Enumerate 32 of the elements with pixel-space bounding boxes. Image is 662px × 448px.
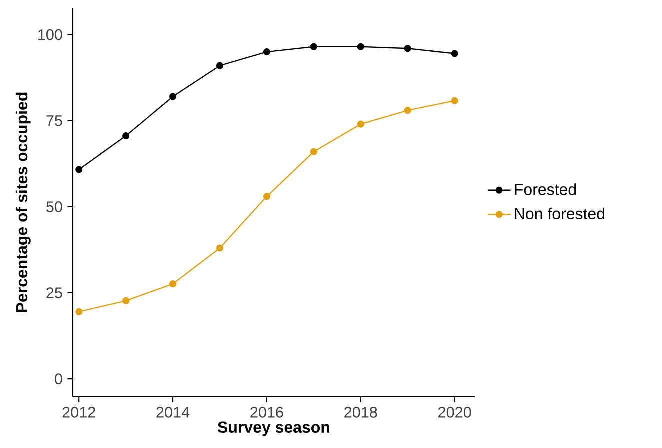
point (357, 43, 364, 50)
x-tick-label: 2018 (344, 407, 378, 418)
point (451, 50, 458, 58)
y-tick-label: 75 (46, 116, 62, 126)
point (404, 45, 412, 52)
point (310, 43, 318, 50)
x-tick-label: 2016 (250, 407, 284, 418)
point (122, 297, 130, 304)
point (170, 93, 177, 100)
point (451, 97, 458, 104)
x-tick-label: 2020 (438, 407, 472, 418)
point (122, 132, 130, 140)
x-axis-title: Survey season (218, 422, 330, 436)
y-axis-title: Percentage of sites occupied (16, 92, 31, 312)
legend-label: Forested (515, 184, 576, 196)
point (357, 120, 364, 128)
y-tick-label: 50 (46, 202, 62, 212)
x-tick-label: 2014 (156, 407, 190, 418)
point (263, 48, 270, 56)
legend-label: Non forested (515, 208, 604, 220)
point (310, 148, 318, 156)
y-tick-label: 0 (55, 374, 62, 385)
point (76, 166, 83, 174)
point (170, 280, 177, 288)
point (76, 308, 83, 316)
point (263, 193, 270, 200)
point (216, 62, 224, 70)
point (404, 107, 412, 114)
x-tick-label: 2012 (62, 407, 96, 418)
y-tick-label: 25 (46, 288, 62, 298)
y-tick-label: 100 (38, 29, 62, 40)
point (216, 244, 224, 252)
